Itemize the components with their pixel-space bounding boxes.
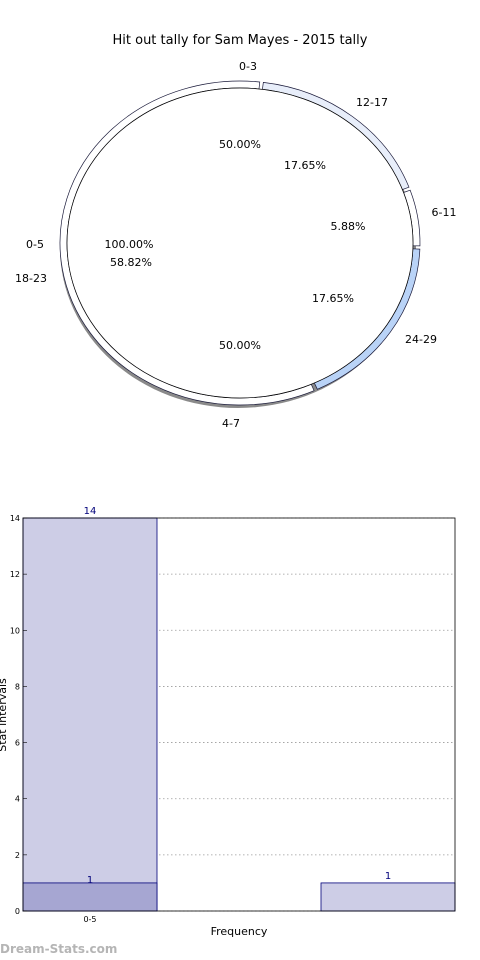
pie-label-24-29: 24-29: [405, 333, 437, 346]
bar-value-label-0: 14: [84, 506, 97, 517]
pie-pct-12-17: 17.65%: [284, 159, 326, 172]
pie-pct-top-inner: 50.00%: [219, 138, 261, 151]
bar-y-axis-label: Stat intervals: [0, 678, 9, 752]
pie-chart: Hit out tally for Sam Mayes - 2015 tally…: [15, 33, 457, 430]
bar-x-axis-label: Frequency: [211, 925, 268, 938]
pie-label-12-17: 12-17: [356, 96, 388, 109]
bar-y-tick-label: 0: [15, 907, 20, 916]
bar-y-tick-label: 8: [15, 682, 20, 691]
bar-y-ticks: 0 2 4 6 8 10 12 14: [10, 514, 27, 916]
bar-value-label-1: 1: [87, 875, 93, 886]
pie-pct-4-7: 58.82%: [110, 256, 152, 269]
bar-value-labels: 14 1 1: [84, 506, 392, 886]
bar-marks: [22, 517, 456, 912]
bar-y-tick-label: 2: [15, 851, 20, 860]
bar-value-label-2: 1: [385, 871, 391, 882]
bar-y-tick-label: 4: [15, 795, 20, 804]
bar-y-tick-label: 6: [15, 739, 20, 748]
bar-0: [22, 517, 158, 912]
bar-plot-frame: [22, 517, 456, 912]
bar-y-tick-label: 12: [10, 570, 20, 579]
bar-y-tick-label: 14: [10, 514, 20, 523]
pie-pct-0-5: 100.00%: [105, 238, 154, 251]
bar-2: [320, 882, 456, 912]
pie-pct-bottom-inner: 50.00%: [219, 339, 261, 352]
pie-pct-24-29: 17.65%: [312, 292, 354, 305]
watermark: Dream-Stats.com: [0, 942, 118, 956]
bar-1: [22, 882, 158, 912]
bar-y-tick-label: 10: [10, 626, 20, 635]
pie-inner-halves: [68, 89, 412, 397]
pie-label-18-23: 18-23: [15, 272, 47, 285]
pie-label-0-5: 0-5: [26, 238, 44, 251]
pie-label-4-7: 4-7: [222, 417, 240, 430]
pie-label-0-3: 0-3: [239, 60, 257, 73]
pie-inner-ring: [68, 89, 412, 397]
bar-chart: 0 2 4 6 8 10 12 14 14 1 1 0-5 Frequency Stat inte…: [0, 506, 456, 938]
pie-pct-6-11: 5.88%: [331, 220, 366, 233]
pie-label-6-11: 6-11: [432, 206, 457, 219]
bar-xtick-label: 0-5: [83, 915, 96, 924]
pie-title: Hit out tally for Sam Mayes - 2015 tally: [113, 33, 368, 48]
